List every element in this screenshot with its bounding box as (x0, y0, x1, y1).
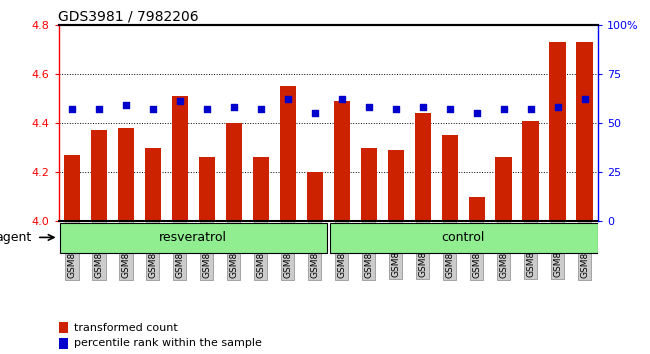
Point (579, 97, 590, 102)
Point (175, 98, 185, 104)
Point (499, 107, 509, 112)
Point (471, 110, 482, 116)
Point (309, 110, 320, 116)
Text: control: control (441, 231, 485, 244)
Bar (172, 96, 188, 221)
Point (229, 104, 239, 110)
Point (417, 104, 428, 110)
Text: GDS3981 / 7982206: GDS3981 / 7982206 (58, 10, 199, 24)
Text: transformed count: transformed count (74, 322, 177, 332)
Bar (523, 121, 539, 221)
Point (283, 97, 293, 102)
Bar (469, 197, 485, 221)
Bar (226, 123, 242, 221)
Point (148, 107, 158, 112)
Bar (333, 101, 350, 221)
Bar (58, 338, 68, 349)
Point (337, 97, 347, 102)
Bar (577, 42, 593, 221)
Bar (441, 135, 458, 221)
Bar (91, 130, 107, 221)
Bar (118, 128, 134, 221)
Point (525, 107, 536, 112)
Bar (58, 322, 68, 333)
FancyBboxPatch shape (60, 223, 327, 253)
Bar (280, 86, 296, 221)
Point (552, 104, 563, 110)
FancyBboxPatch shape (330, 223, 598, 253)
Point (363, 104, 374, 110)
Point (121, 103, 131, 108)
Text: agent: agent (0, 231, 31, 244)
Point (94, 107, 104, 112)
Text: percentile rank within the sample: percentile rank within the sample (74, 338, 262, 348)
Bar (495, 158, 512, 221)
Bar (415, 113, 431, 221)
Point (445, 107, 455, 112)
Bar (307, 172, 323, 221)
Bar (64, 155, 80, 221)
Bar (361, 148, 377, 221)
Point (391, 107, 401, 112)
Text: resveratrol: resveratrol (159, 231, 228, 244)
Bar (145, 148, 161, 221)
Point (202, 107, 212, 112)
Bar (387, 150, 404, 221)
Bar (253, 158, 269, 221)
Bar (199, 158, 215, 221)
Point (67, 107, 77, 112)
Point (255, 107, 266, 112)
Bar (549, 42, 566, 221)
